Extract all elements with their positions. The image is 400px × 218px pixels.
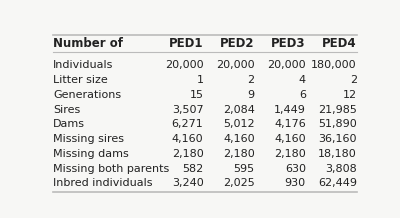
Text: 630: 630 xyxy=(285,164,306,174)
Text: 6,271: 6,271 xyxy=(172,119,204,129)
Text: 582: 582 xyxy=(182,164,204,174)
Text: 2: 2 xyxy=(248,75,255,85)
Text: Missing sires: Missing sires xyxy=(53,134,124,144)
Text: Missing dams: Missing dams xyxy=(53,149,129,159)
Text: 2: 2 xyxy=(350,75,357,85)
Text: 2,180: 2,180 xyxy=(274,149,306,159)
Text: Generations: Generations xyxy=(53,90,121,100)
Text: 20,000: 20,000 xyxy=(267,60,306,70)
Text: 595: 595 xyxy=(234,164,255,174)
Text: 12: 12 xyxy=(343,90,357,100)
Text: Litter size: Litter size xyxy=(53,75,108,85)
Text: 51,890: 51,890 xyxy=(318,119,357,129)
Text: 9: 9 xyxy=(248,90,255,100)
Text: 1,449: 1,449 xyxy=(274,105,306,115)
Text: 2,180: 2,180 xyxy=(223,149,255,159)
Text: 3,240: 3,240 xyxy=(172,178,204,188)
Text: 930: 930 xyxy=(285,178,306,188)
Text: 2,180: 2,180 xyxy=(172,149,204,159)
Text: 4,160: 4,160 xyxy=(274,134,306,144)
Text: 62,449: 62,449 xyxy=(318,178,357,188)
Text: Sires: Sires xyxy=(53,105,80,115)
Text: 2,025: 2,025 xyxy=(223,178,255,188)
Text: 180,000: 180,000 xyxy=(311,60,357,70)
Text: 2,084: 2,084 xyxy=(223,105,255,115)
Text: 36,160: 36,160 xyxy=(318,134,357,144)
Text: 18,180: 18,180 xyxy=(318,149,357,159)
Text: PED1: PED1 xyxy=(169,37,204,50)
Text: 5,012: 5,012 xyxy=(223,119,255,129)
Text: Dams: Dams xyxy=(53,119,85,129)
Text: 3,808: 3,808 xyxy=(325,164,357,174)
Text: 1: 1 xyxy=(196,75,204,85)
Text: 4,160: 4,160 xyxy=(223,134,255,144)
Text: 3,507: 3,507 xyxy=(172,105,204,115)
Text: PED2: PED2 xyxy=(220,37,255,50)
Text: PED3: PED3 xyxy=(271,37,306,50)
Text: 4,160: 4,160 xyxy=(172,134,204,144)
Text: 4: 4 xyxy=(299,75,306,85)
Text: 20,000: 20,000 xyxy=(216,60,255,70)
Text: Individuals: Individuals xyxy=(53,60,114,70)
Text: 21,985: 21,985 xyxy=(318,105,357,115)
Text: 20,000: 20,000 xyxy=(165,60,204,70)
Text: 15: 15 xyxy=(190,90,204,100)
Text: 6: 6 xyxy=(299,90,306,100)
Text: Inbred individuals: Inbred individuals xyxy=(53,178,153,188)
Text: PED4: PED4 xyxy=(322,37,357,50)
Text: 4,176: 4,176 xyxy=(274,119,306,129)
Text: Missing both parents: Missing both parents xyxy=(53,164,169,174)
Text: Number of: Number of xyxy=(53,37,123,50)
